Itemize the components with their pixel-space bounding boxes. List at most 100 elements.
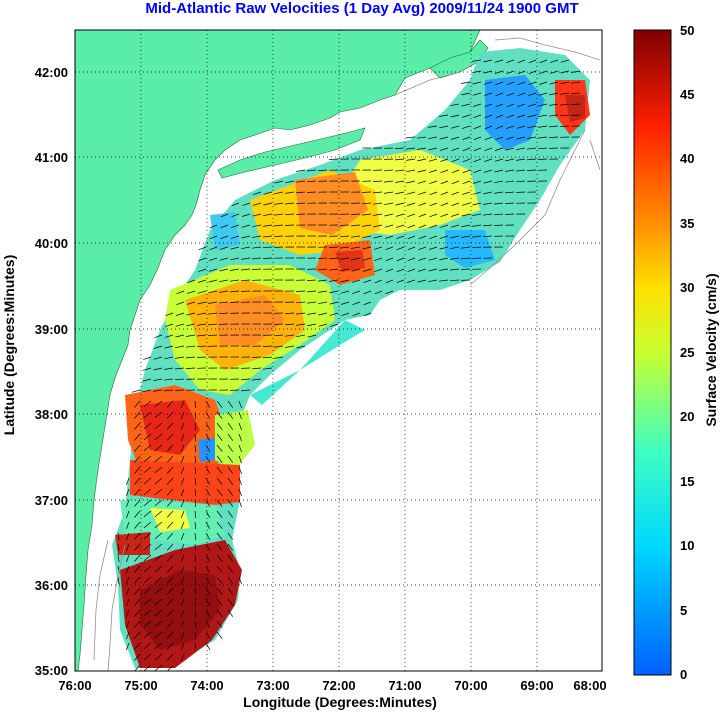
x-tick-label: 76:00 — [58, 678, 91, 693]
velocity-arrow — [252, 224, 262, 228]
velocity-arrow — [516, 191, 526, 193]
velocity-arrow — [216, 521, 223, 529]
velocity-arrow — [484, 136, 493, 141]
velocity-arrow — [187, 279, 196, 284]
velocity-arrow — [494, 180, 504, 184]
velocity-arrow — [516, 147, 526, 151]
velocity-arrow — [134, 466, 141, 474]
velocity-arrow — [330, 323, 339, 327]
velocity-arrow — [440, 169, 449, 174]
velocity-arrow — [216, 554, 223, 562]
velocity-arrow — [517, 103, 526, 108]
velocity-arrow — [174, 378, 185, 381]
velocity-arrow — [528, 59, 537, 64]
velocity-arrow — [450, 224, 460, 228]
velocity-arrow — [461, 202, 471, 206]
velocity-arrow — [263, 213, 273, 217]
velocity-arrow — [484, 147, 493, 152]
velocity-arrow — [154, 422, 163, 430]
velocity-arrow — [461, 114, 471, 118]
velocity-arrow — [176, 301, 185, 306]
velocity-arrow — [154, 466, 163, 474]
velocity-arrow — [165, 312, 174, 317]
velocity-arrow — [306, 180, 317, 183]
velocity-arrow — [154, 554, 163, 562]
velocity-arrow — [166, 554, 174, 562]
velocity-arrow — [506, 59, 515, 63]
velocity-arrow — [126, 609, 130, 618]
velocity-arrow — [154, 609, 163, 617]
velocity-arrow — [262, 367, 273, 370]
velocity-arrow — [472, 59, 482, 62]
velocity-arrow — [560, 59, 570, 63]
velocity-arrow — [220, 224, 229, 229]
velocity-arrow — [285, 345, 295, 348]
velocity-arrow — [396, 268, 405, 273]
velocity-arrow — [143, 609, 152, 617]
velocity-arrow — [340, 224, 350, 226]
velocity-arrow — [180, 642, 185, 651]
velocity-vectors — [117, 59, 581, 671]
velocity-arrow — [251, 246, 262, 249]
velocity-arrow — [241, 213, 251, 217]
velocity-arrow — [205, 609, 211, 617]
velocity-arrow — [429, 235, 438, 240]
velocity-arrow — [439, 246, 449, 250]
velocity-arrow — [428, 257, 438, 261]
velocity-arrow — [117, 543, 120, 552]
velocity-arrow — [384, 202, 394, 206]
velocity-arrow — [220, 235, 229, 240]
velocity-arrow — [329, 279, 339, 282]
velocity-arrow — [374, 290, 383, 295]
velocity-arrow — [166, 400, 174, 408]
velocity-arrow — [483, 81, 493, 85]
velocity-arrow — [134, 620, 141, 628]
velocity-arrow — [143, 565, 152, 573]
velocity-arrow — [241, 290, 251, 292]
velocity-arrow — [164, 334, 174, 338]
velocity-arrow — [418, 191, 427, 195]
velocity-arrow — [126, 477, 130, 486]
velocity-arrow — [241, 257, 251, 260]
velocity-arrow — [472, 224, 482, 227]
velocity-arrow — [126, 620, 130, 629]
velocity-arrow — [143, 631, 152, 639]
velocity-arrow — [205, 642, 211, 650]
velocity-arrow — [143, 576, 152, 584]
velocity-arrow — [238, 576, 242, 585]
velocity-arrow — [194, 499, 197, 508]
colorbar-gradient — [633, 29, 672, 676]
velocity-arrow — [384, 224, 394, 228]
velocity-arrow — [143, 510, 152, 518]
velocity-arrow — [166, 653, 174, 661]
velocity-arrow — [166, 411, 174, 419]
velocity-arrow — [296, 202, 306, 204]
velocity-arrow — [548, 114, 559, 117]
velocity-arrow — [219, 268, 229, 272]
velocity-arrow — [180, 609, 185, 618]
velocity-arrow — [163, 389, 174, 392]
velocity-arrow — [238, 400, 242, 409]
velocity-arrow — [471, 235, 482, 238]
velocity-arrow — [205, 455, 211, 463]
velocity-arrow — [194, 620, 197, 629]
velocity-arrow — [180, 488, 185, 497]
velocity-arrow — [482, 213, 493, 216]
velocity-arrow — [197, 290, 207, 294]
velocity-arrow — [143, 499, 152, 507]
velocity-arrow — [205, 477, 211, 485]
velocity-arrow — [180, 576, 185, 585]
velocity-arrow — [450, 103, 460, 107]
velocity-arrow — [134, 499, 141, 507]
velocity-arrow — [194, 642, 197, 651]
velocity-arrow — [219, 279, 229, 283]
velocity-arrow — [428, 158, 438, 162]
velocity-arrow — [230, 246, 240, 250]
velocity-arrow — [504, 191, 515, 194]
velocity-arrow — [451, 180, 460, 185]
velocity-arrow — [166, 455, 174, 463]
velocity-arrow — [126, 587, 130, 596]
velocity-arrow — [205, 543, 211, 551]
velocity-arrow — [154, 598, 163, 606]
